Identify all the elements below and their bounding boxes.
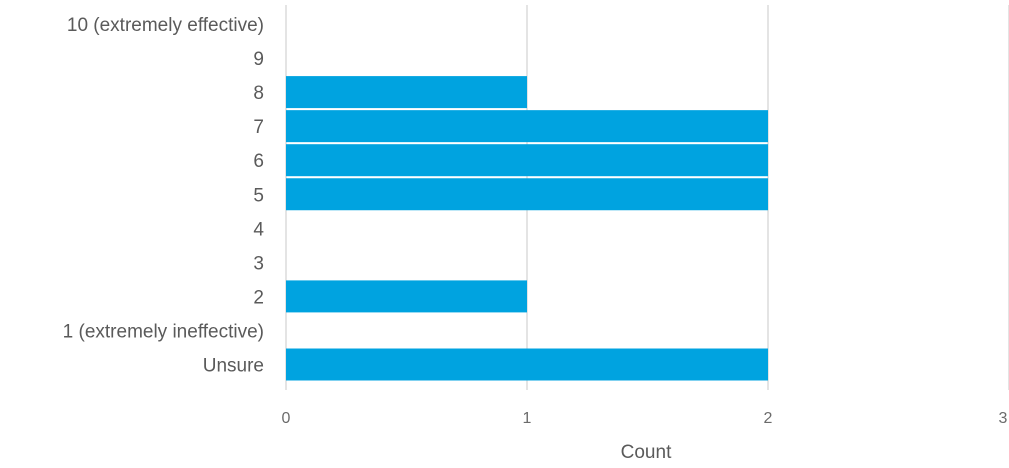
bar [286, 280, 527, 313]
category-label: 9 [253, 49, 264, 70]
category-label: 5 [253, 185, 264, 206]
x-tick-label: 3 [999, 410, 1008, 427]
bars [286, 76, 768, 381]
category-label: 4 [253, 219, 264, 240]
bar [286, 76, 527, 109]
category-label: 1 (extremely ineffective) [63, 321, 264, 342]
x-tick-label: 0 [282, 410, 291, 427]
category-label: Unsure [203, 356, 264, 377]
category-label: 2 [253, 287, 264, 308]
x-axis-title: Count [621, 442, 672, 463]
category-labels: 10 (extremely effective) 9 8 7 6 5 4 3 2 1 (extre… [63, 15, 265, 377]
bar [286, 348, 768, 381]
category-label: 6 [253, 151, 264, 172]
category-label: 8 [253, 83, 264, 104]
category-label: 10 (extremely effective) [67, 15, 264, 36]
x-tick-label: 1 [523, 410, 532, 427]
x-tick-labels: 0 1 2 3 [282, 410, 1008, 427]
x-tick-label: 2 [764, 410, 773, 427]
bar [286, 144, 768, 177]
bar [286, 110, 768, 143]
bar [286, 178, 768, 211]
category-label: 3 [253, 253, 264, 274]
category-label: 7 [253, 117, 264, 138]
